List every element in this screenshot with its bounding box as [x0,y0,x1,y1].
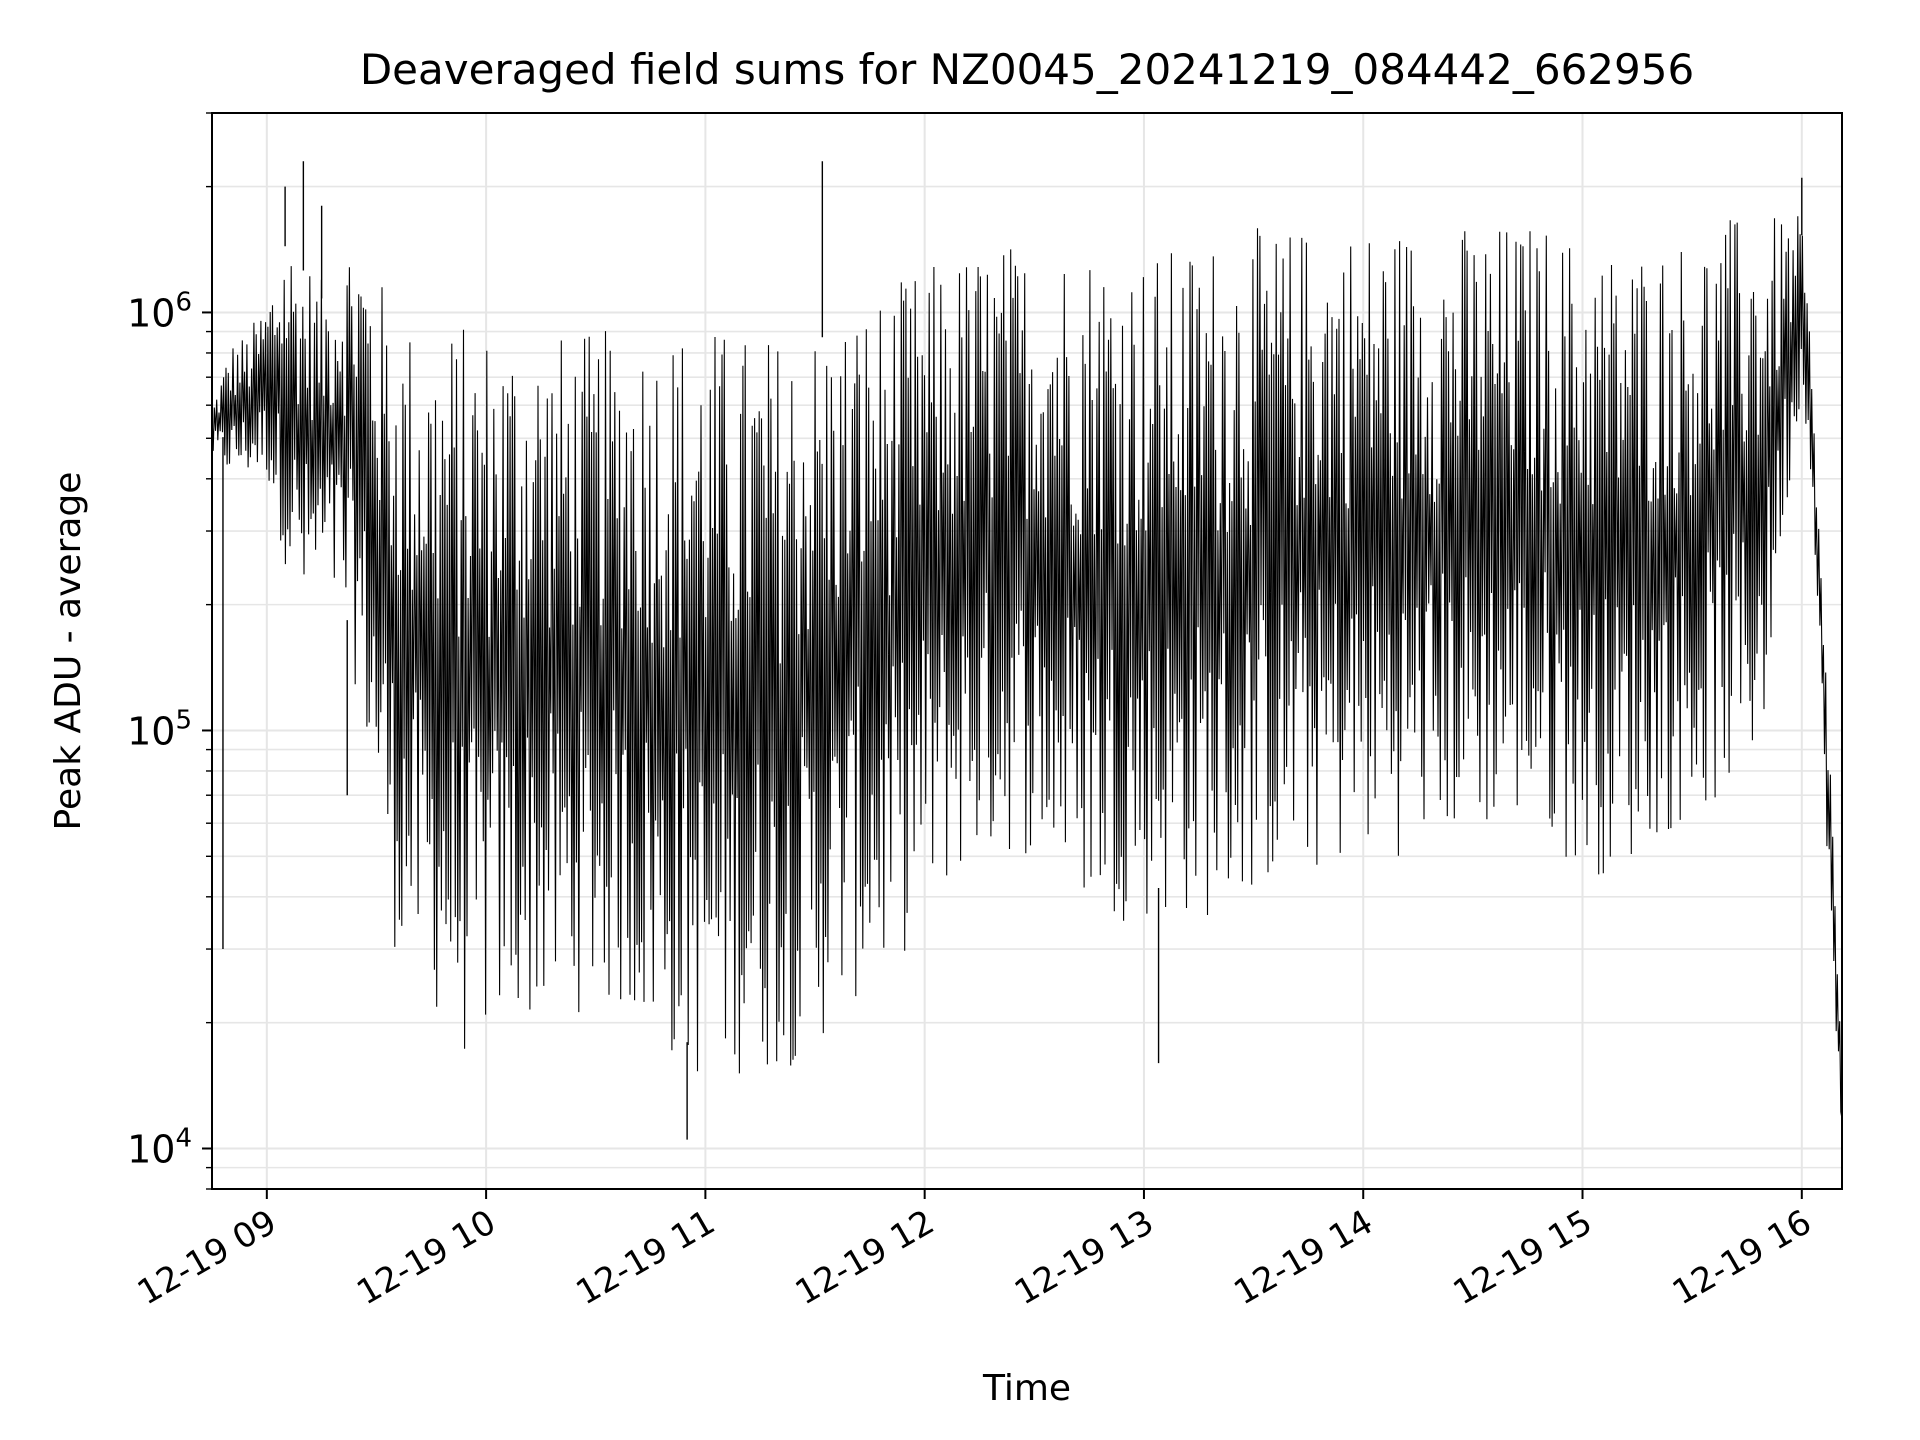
y-axis-label: Peak ADU - average [48,472,89,831]
y-tick-label: 106 [127,287,192,335]
series-line [211,216,1843,1119]
y-tick-label: 104 [127,1123,192,1171]
axes-frame [211,112,1843,1190]
chart-title: Deaveraged field sums for NZ0045_2024121… [360,45,1694,94]
y-axis: 104 105 106 [127,112,212,1190]
y-tick-label: 105 [127,705,192,753]
spike-layer [222,161,1803,1140]
x-axis-label: Time [982,1368,1071,1409]
plot-area [211,161,1843,1140]
